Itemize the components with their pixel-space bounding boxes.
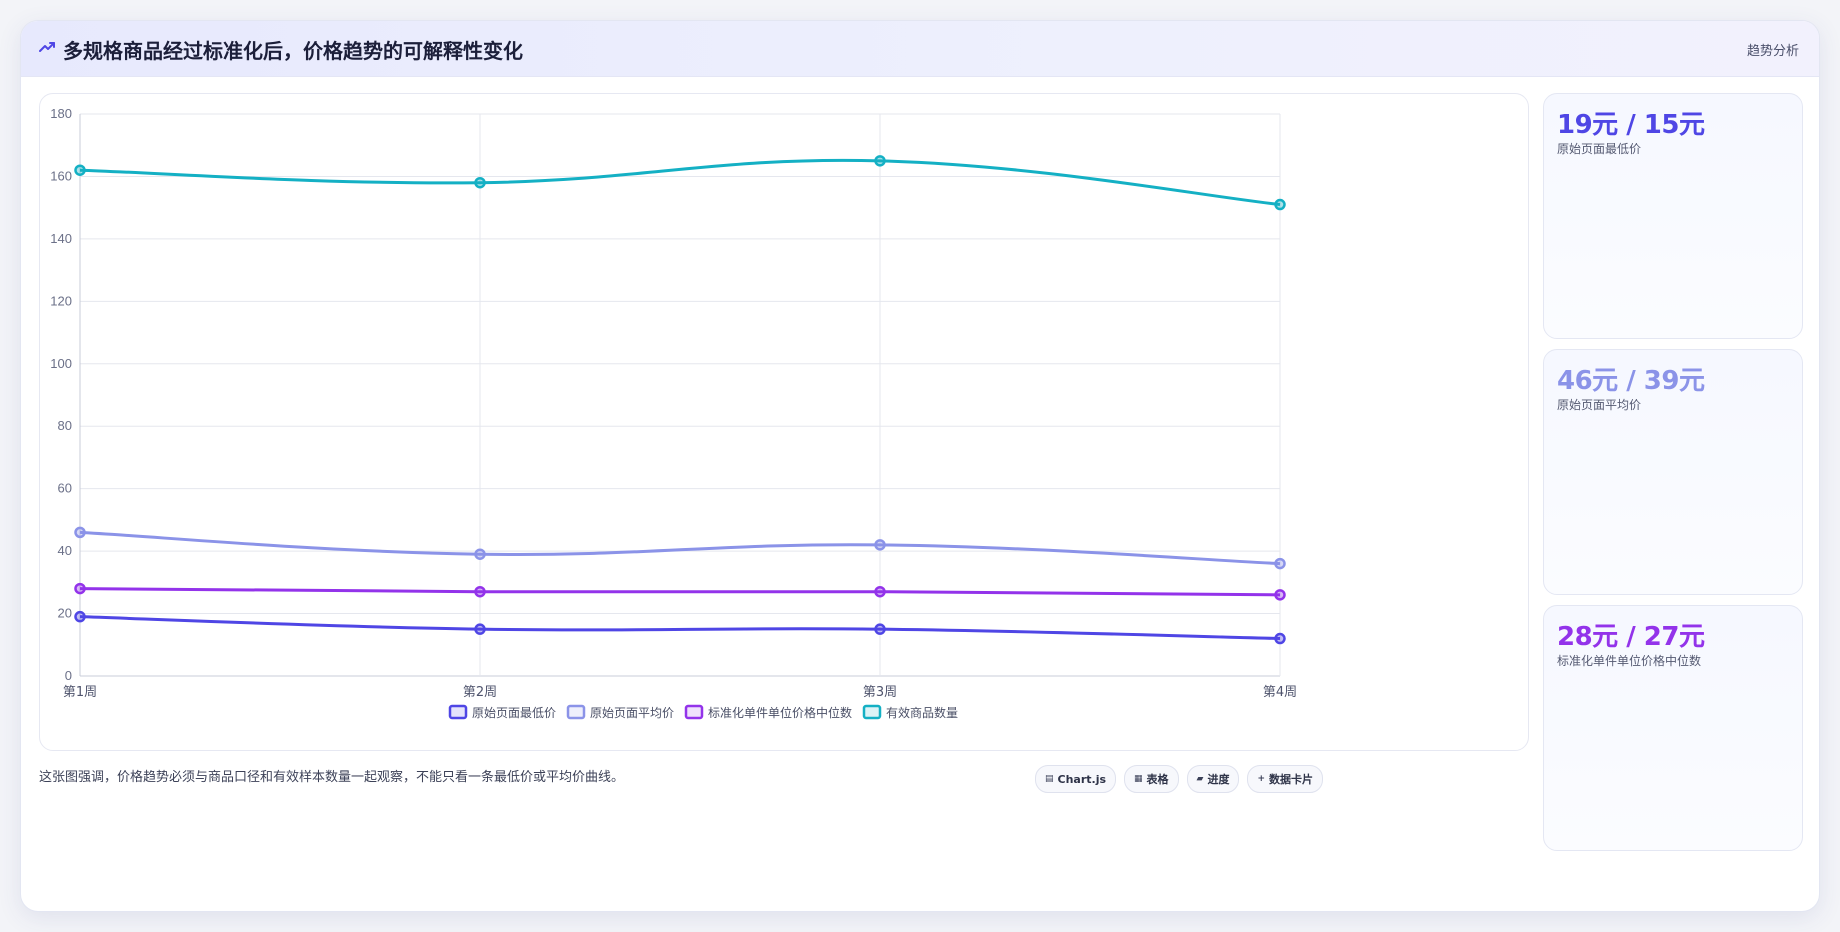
data-point xyxy=(874,585,886,598)
data-point xyxy=(74,526,86,539)
card-header: 多规格商品经过标准化后，价格趋势的可解释性变化 趋势分析 xyxy=(21,21,1819,77)
chart-icon: ▤ xyxy=(1045,774,1054,784)
series-line-2 xyxy=(79,530,1281,566)
y-tick-label: 40 xyxy=(58,543,72,558)
stat-value: 28元 / 27元 xyxy=(1557,622,1705,652)
stat-value: 19元 / 15元 xyxy=(1557,110,1705,140)
main-card: 多规格商品经过标准化后，价格趋势的可解释性变化 趋势分析 0 20 40 60 80 10… xyxy=(20,20,1820,912)
data-point xyxy=(874,623,886,635)
page-title: 多规格商品经过标准化后，价格趋势的可解释性变化 xyxy=(63,39,523,63)
legend-swatch xyxy=(448,704,468,720)
chip-label: Chart.js xyxy=(1057,772,1107,786)
y-tick-label: 140 xyxy=(50,231,72,246)
legend-item: 原始页面平均价 xyxy=(566,704,674,720)
legend-label: 原始页面最低价 xyxy=(472,706,556,720)
data-point xyxy=(74,610,86,623)
chip-table[interactable]: ▦ 表格 xyxy=(1124,765,1179,793)
x-tick-label: 第3周 xyxy=(863,685,897,700)
stat-card-min-price: 19元 / 15元 原始页面最低价 xyxy=(1543,93,1803,339)
progress-icon: ▰ xyxy=(1196,774,1204,784)
chip-chartjs[interactable]: ▤ Chart.js xyxy=(1035,765,1117,793)
chip-data-card[interactable]: + 数据卡片 xyxy=(1247,765,1324,793)
data-point xyxy=(474,548,486,560)
data-point xyxy=(1274,632,1286,645)
data-point xyxy=(474,585,486,598)
stat-label: 原始页面最低价 xyxy=(1557,142,1642,156)
legend-swatch xyxy=(684,704,704,720)
x-tick-label: 第1周 xyxy=(63,685,97,700)
stat-label: 标准化单件单位价格中位数 xyxy=(1557,654,1702,668)
legend-swatch xyxy=(566,704,586,720)
series-line-4 xyxy=(79,158,1281,207)
data-point xyxy=(74,164,86,176)
stat-card-avg-price: 46元 / 39元 原始页面平均价 xyxy=(1543,349,1803,595)
chip-label: 数据卡片 xyxy=(1269,773,1314,786)
y-tick-label: 0 xyxy=(65,668,72,683)
line-chart: 0 20 40 60 80 100 120 140 160 180 第1周 第2周 第3周 第4周原始页面… xyxy=(50,106,1297,720)
card-icon: + xyxy=(1257,774,1266,784)
data-point xyxy=(1274,198,1286,211)
chip-row: ▤ Chart.js ▦ 表格 ▰ 进度 + 数据卡片 xyxy=(1035,765,1324,793)
x-tick-label: 第4周 xyxy=(1263,685,1297,700)
y-tick-label: 100 xyxy=(50,356,72,371)
data-point xyxy=(474,623,486,635)
y-tick-label: 20 xyxy=(58,606,72,621)
analysis-tag[interactable]: 趋势分析 xyxy=(1746,44,1799,59)
legend-item: 有效商品数量 xyxy=(862,704,958,720)
stat-value: 46元 / 39元 xyxy=(1557,366,1705,396)
legend-item: 标准化单件单位价格中位数 xyxy=(684,704,852,720)
legend-label: 有效商品数量 xyxy=(886,705,958,720)
legend-swatch xyxy=(862,704,882,720)
data-point xyxy=(474,176,486,189)
chip-label: 表格 xyxy=(1146,773,1169,786)
stat-card-unit-median: 28元 / 27元 标准化单件单位价格中位数 xyxy=(1543,605,1803,851)
legend-label: 标准化单件单位价格中位数 xyxy=(708,705,852,720)
table-icon: ▦ xyxy=(1134,774,1143,784)
chip-label: 进度 xyxy=(1207,773,1230,786)
x-tick-label: 第2周 xyxy=(463,685,497,700)
y-tick-label: 80 xyxy=(58,418,72,433)
legend-item: 原始页面最低价 xyxy=(448,704,556,720)
chart-panel: 0 20 40 60 80 100 120 140 160 180 第1周 第2周 第3周 第4周原始页面… xyxy=(39,93,1529,751)
y-tick-label: 180 xyxy=(50,106,72,121)
y-tick-label: 60 xyxy=(58,481,72,496)
data-point xyxy=(1274,557,1286,570)
footer-note: 这张图强调，价格趋势必须与商品口径和有效样本数量一起观察，不能只看一条最低价或平… xyxy=(39,770,625,785)
chip-progress[interactable]: ▰ 进度 xyxy=(1186,765,1240,793)
legend-label: 原始页面平均价 xyxy=(590,706,674,720)
series-line-1 xyxy=(79,615,1281,641)
y-tick-label: 120 xyxy=(50,293,72,308)
data-point xyxy=(74,582,86,595)
trend-icon xyxy=(39,42,55,52)
data-point xyxy=(874,155,886,167)
series-line-3 xyxy=(79,587,1281,597)
data-point xyxy=(1274,589,1286,601)
y-tick-label: 160 xyxy=(50,168,72,183)
data-point xyxy=(874,539,886,551)
stat-label: 原始页面平均价 xyxy=(1557,398,1642,412)
